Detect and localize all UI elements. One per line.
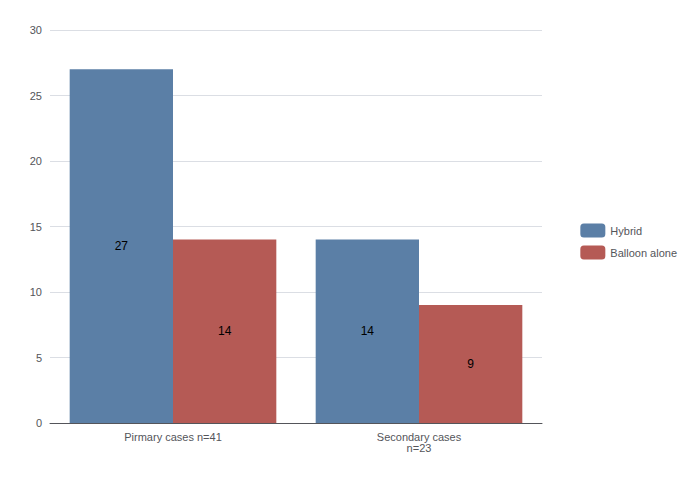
svg-text:Hybrid: Hybrid <box>610 225 642 237</box>
svg-text:14: 14 <box>361 324 375 338</box>
svg-text:10: 10 <box>30 286 42 298</box>
svg-text:n=23: n=23 <box>407 442 432 454</box>
svg-text:Balloon alone: Balloon alone <box>610 247 677 259</box>
svg-text:Pirmary cases n=41: Pirmary cases n=41 <box>124 431 222 443</box>
svg-text:25: 25 <box>30 90 42 102</box>
svg-text:9: 9 <box>467 357 474 371</box>
svg-text:Secondary cases: Secondary cases <box>376 430 462 443</box>
svg-text:14: 14 <box>218 324 232 338</box>
svg-text:5: 5 <box>36 352 42 364</box>
svg-text:15: 15 <box>30 221 42 233</box>
svg-text:20: 20 <box>30 155 42 167</box>
svg-text:0: 0 <box>36 417 42 429</box>
svg-text:30: 30 <box>30 24 42 36</box>
svg-text:27: 27 <box>115 239 129 253</box>
